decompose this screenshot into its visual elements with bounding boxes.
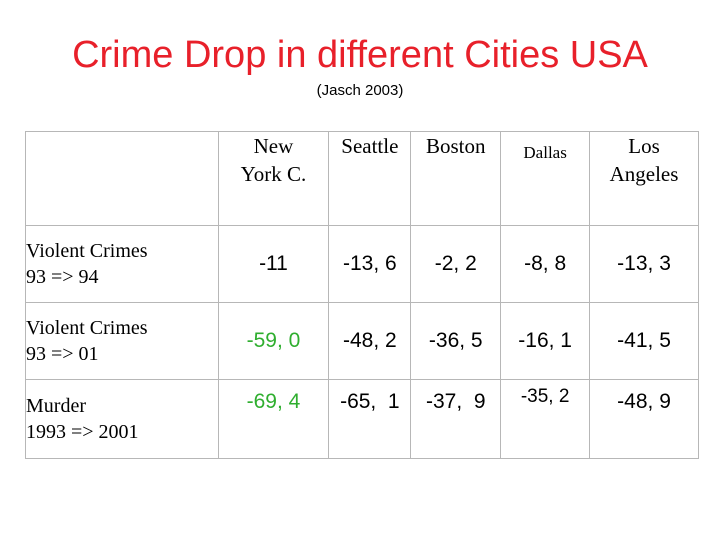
value-cell: -36, 5: [410, 302, 502, 380]
value-cell: -48, 9: [589, 379, 699, 459]
value-cell: -65, 1: [328, 379, 412, 459]
value-cell: -48, 2: [328, 302, 412, 380]
value-cell: -41, 5: [589, 302, 699, 380]
value-cell: -37, 9: [410, 379, 502, 459]
row-label-line1: Violent Crimes: [26, 240, 148, 262]
value-cell: -35, 2: [500, 379, 591, 459]
city-name: New York C.: [240, 134, 307, 187]
row-header: Violent Crimes 93 => 94: [25, 225, 219, 303]
column-header-los-angeles: Los Angeles: [589, 131, 699, 226]
column-header-new-york: New York C.: [217, 131, 330, 226]
table-row: Violent Crimes 93 => 94 -11 -13, 6 -2, 2 …: [25, 225, 699, 303]
table-row: Murder 1993 => 2001 -69, 4 -65, 1 -37, 9 …: [25, 379, 699, 459]
value-cell: -16, 1: [500, 302, 591, 380]
city-name: Seattle: [341, 134, 399, 158]
column-header-seattle: Seattle: [328, 131, 412, 226]
slide-subtitle: (Jasch 2003): [316, 82, 404, 99]
value-cell: -11: [217, 225, 330, 303]
value-cell: -59, 0: [217, 302, 330, 380]
crime-drop-table: New York C. Seattle Boston Dallas Los An…: [25, 131, 699, 459]
slide-title: Crime Drop in different Cities USA: [72, 34, 648, 76]
column-header-boston: Boston: [410, 131, 502, 226]
value-cell: -8, 8: [500, 225, 591, 303]
row-label-line2: 93 => 01: [26, 343, 99, 365]
row-header: Violent Crimes 93 => 01: [25, 302, 219, 380]
table-row: Violent Crimes 93 => 01 -59, 0 -48, 2 -36…: [25, 302, 699, 380]
value-cell: -2, 2: [410, 225, 502, 303]
column-header-dallas: Dallas: [500, 131, 591, 226]
city-name: Dallas: [523, 143, 567, 162]
row-header: Murder 1993 => 2001: [25, 379, 219, 459]
row-label-line2: 1993 => 2001: [26, 421, 139, 443]
value-cell: -69, 4: [217, 379, 330, 459]
header-row: New York C. Seattle Boston Dallas Los An…: [25, 131, 699, 226]
city-name: Boston: [426, 134, 486, 158]
value-cell: -13, 6: [328, 225, 412, 303]
city-name: Los Angeles: [609, 134, 679, 187]
row-label-line1: Violent Crimes: [26, 317, 148, 339]
row-label-line1: Murder: [26, 395, 86, 417]
corner-cell: [25, 131, 219, 226]
value-cell: -13, 3: [589, 225, 699, 303]
row-label-line2: 93 => 94: [26, 266, 99, 288]
